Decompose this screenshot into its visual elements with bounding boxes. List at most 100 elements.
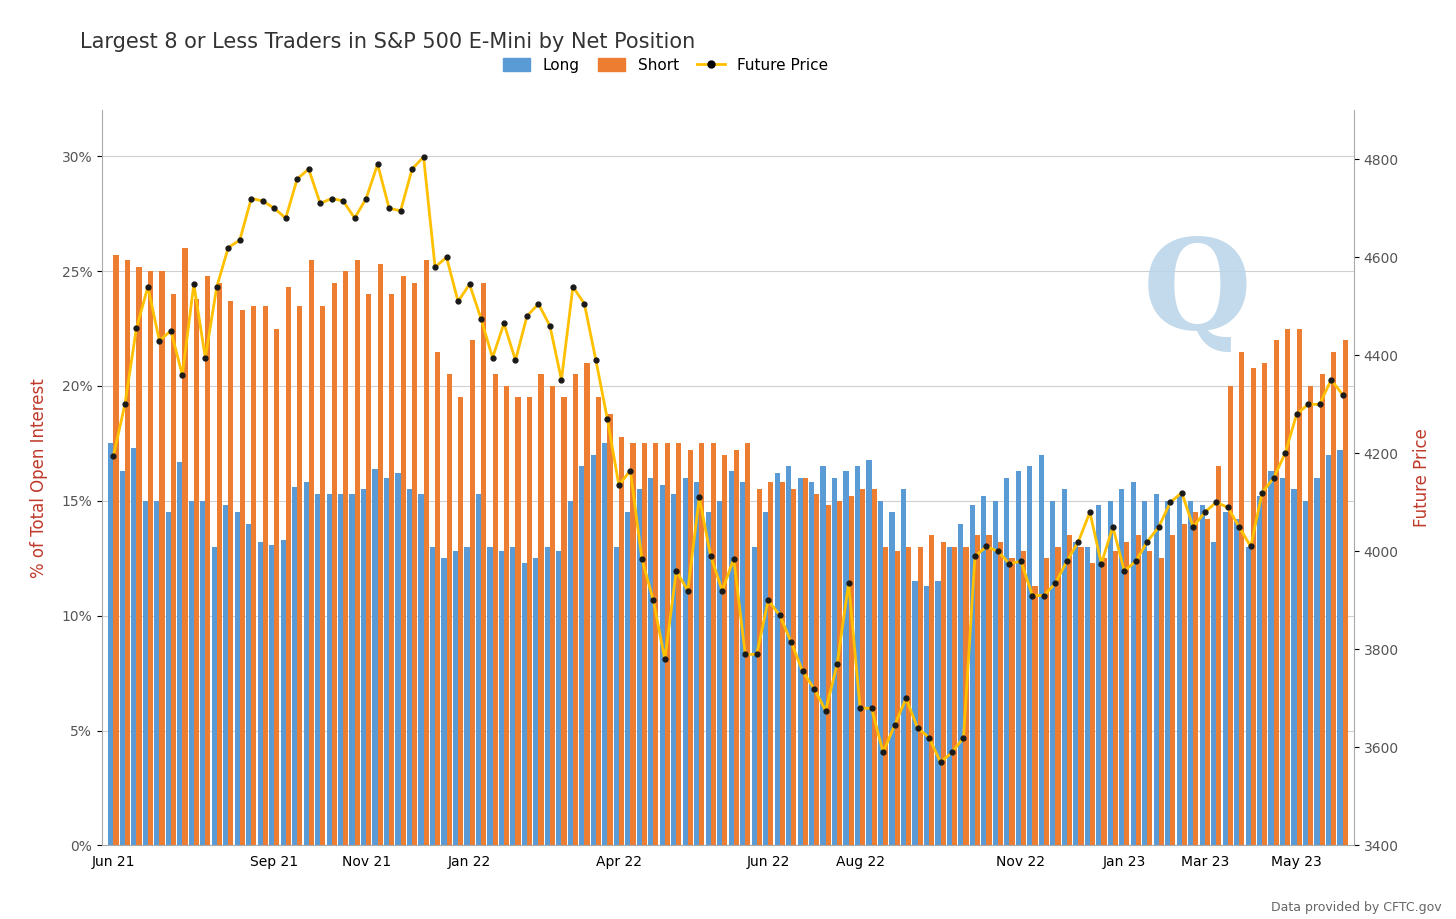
Bar xyxy=(447,375,451,845)
Bar xyxy=(430,547,435,845)
Bar xyxy=(1085,547,1091,845)
Bar xyxy=(1159,558,1163,845)
Bar xyxy=(997,542,1003,845)
Bar xyxy=(562,398,566,845)
Bar xyxy=(240,311,245,845)
Bar xyxy=(281,540,285,845)
Bar xyxy=(1319,375,1325,845)
Bar xyxy=(728,471,734,845)
Bar xyxy=(1274,340,1278,845)
Bar xyxy=(734,450,738,845)
Bar xyxy=(499,551,504,845)
Bar xyxy=(550,386,555,845)
Bar xyxy=(683,478,687,845)
Bar xyxy=(435,352,440,845)
Bar xyxy=(1044,558,1050,845)
Bar xyxy=(1216,466,1222,845)
Bar xyxy=(1194,513,1198,845)
Bar xyxy=(987,535,992,845)
Bar xyxy=(941,542,946,845)
Bar xyxy=(619,437,625,845)
Bar xyxy=(878,501,884,845)
Bar xyxy=(1101,558,1107,845)
Bar xyxy=(935,581,941,845)
Bar xyxy=(223,505,229,845)
Bar xyxy=(166,513,170,845)
Bar xyxy=(149,271,153,845)
Bar xyxy=(1038,455,1044,845)
Bar xyxy=(1286,329,1290,845)
Bar xyxy=(849,496,853,845)
Bar xyxy=(630,444,635,845)
Bar xyxy=(1223,513,1227,845)
Bar xyxy=(894,551,900,845)
Bar xyxy=(377,265,383,845)
Bar xyxy=(108,444,114,845)
Bar xyxy=(740,482,745,845)
Bar xyxy=(389,294,395,845)
Bar xyxy=(1307,386,1313,845)
Bar xyxy=(625,513,630,845)
Bar xyxy=(843,471,849,845)
Bar xyxy=(332,283,336,845)
Bar xyxy=(831,478,837,845)
Bar xyxy=(199,501,205,845)
Text: Data provided by CFTC.gov: Data provided by CFTC.gov xyxy=(1271,902,1441,914)
Bar xyxy=(671,494,676,845)
Bar xyxy=(1303,501,1307,845)
Bar xyxy=(745,444,750,845)
Bar xyxy=(751,547,757,845)
Bar xyxy=(143,501,149,845)
Bar xyxy=(1200,505,1204,845)
Bar xyxy=(170,294,176,845)
Bar xyxy=(309,260,314,845)
Bar xyxy=(1091,562,1095,845)
Bar xyxy=(769,482,773,845)
Bar xyxy=(699,444,705,845)
Bar xyxy=(1079,547,1083,845)
Bar xyxy=(579,466,584,845)
Bar xyxy=(798,478,802,845)
Bar xyxy=(1342,340,1348,845)
Y-axis label: Future Price: Future Price xyxy=(1412,428,1431,528)
Bar xyxy=(906,547,911,845)
Bar xyxy=(929,535,935,845)
Bar xyxy=(860,489,865,845)
Bar xyxy=(872,489,877,845)
Bar xyxy=(189,501,194,845)
Bar xyxy=(406,489,412,845)
Bar xyxy=(1120,489,1124,845)
Bar xyxy=(464,547,469,845)
Bar xyxy=(711,444,716,845)
Bar xyxy=(1245,547,1251,845)
Bar xyxy=(1171,535,1175,845)
Bar xyxy=(1268,471,1274,845)
Bar xyxy=(344,271,348,845)
Bar xyxy=(114,255,118,845)
Bar xyxy=(137,267,141,845)
Bar xyxy=(400,276,406,845)
Bar xyxy=(665,444,670,845)
Bar xyxy=(1338,450,1342,845)
Bar xyxy=(527,398,531,845)
Bar xyxy=(453,551,459,845)
Bar xyxy=(866,460,872,845)
Bar xyxy=(314,494,320,845)
Text: Q: Q xyxy=(1143,233,1252,355)
Bar xyxy=(131,448,137,845)
Bar xyxy=(469,340,475,845)
Bar xyxy=(418,494,424,845)
Bar xyxy=(1291,489,1297,845)
Bar xyxy=(252,305,256,845)
Bar xyxy=(1021,551,1026,845)
Bar xyxy=(676,444,681,845)
Bar xyxy=(476,494,480,845)
Bar xyxy=(780,482,785,845)
Bar xyxy=(1061,489,1067,845)
Bar xyxy=(1005,478,1009,845)
Bar xyxy=(718,501,722,845)
Bar xyxy=(913,581,917,845)
Bar xyxy=(297,305,303,845)
Bar xyxy=(1142,501,1147,845)
Bar xyxy=(603,444,607,845)
